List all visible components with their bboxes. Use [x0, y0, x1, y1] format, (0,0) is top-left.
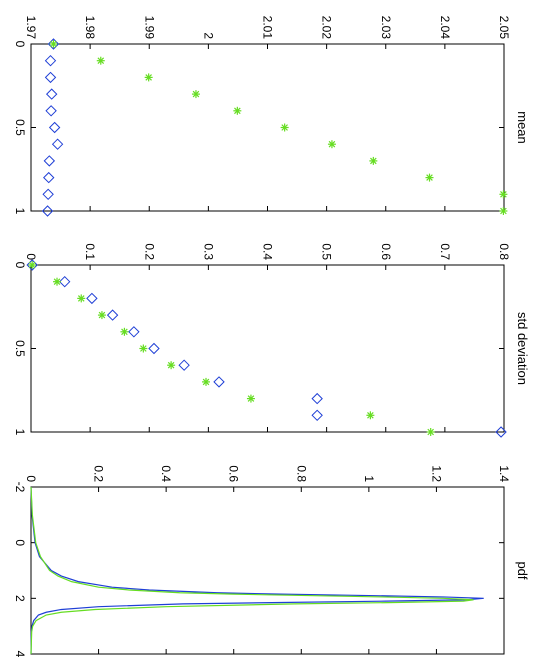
chart-2-series-2-point: [366, 411, 375, 420]
chart-2-y-tick-label: 0.3: [201, 243, 215, 260]
chart-2-series-2-point: [97, 311, 106, 320]
chart-2-x-tick-label: 0.5: [13, 340, 27, 357]
chart-1-y-tick-label: 1.97: [24, 16, 38, 40]
chart-2-series-1-point: [311, 392, 323, 405]
chart-2-y-tick-label: 0.6: [379, 243, 393, 260]
chart-2-x-tick-label: 0: [13, 262, 27, 269]
chart-2-series-2-point: [120, 327, 129, 336]
chart-1-series-2-point: [327, 140, 336, 149]
chart-2-series-1-point: [58, 275, 71, 288]
chart-2-series-2-point: [28, 261, 37, 269]
chart-1-series-2-point: [96, 56, 105, 65]
chart-2-series-1-point: [495, 426, 507, 438]
chart-1-series-1-point: [48, 121, 61, 134]
chart-1-series-2-point: [49, 40, 58, 48]
chart-3-x-tick-label: 2: [13, 595, 27, 602]
chart-3-axes-box: [30, 486, 505, 655]
chart-1-series-2-point: [144, 73, 153, 82]
chart-2-series-1-point: [106, 309, 119, 321]
chart-2-title: std deviation: [515, 312, 530, 385]
chart-1-series-2-point: [499, 207, 508, 215]
chart-2-y-tick-label: 0.1: [83, 243, 97, 260]
chart-1-y-tick-label: 1.98: [83, 16, 97, 40]
chart-1-series-1-point: [44, 54, 57, 67]
chart-1-series-1-point: [45, 88, 58, 100]
chart-3-series-1-line: [30, 486, 484, 655]
chart-2-series-1-point: [311, 409, 323, 422]
chart-2-series-2-point: [139, 344, 148, 353]
chart-1-y-tick-label: 2.03: [379, 16, 393, 40]
chart-1-series-1-point: [41, 205, 54, 217]
chart-2-series-1-point: [26, 259, 38, 271]
chart-3-y-tick-label: 0.8: [294, 465, 308, 482]
chart-1-series-2-point: [499, 190, 508, 199]
chart-2-y-tick-label: 0.5: [320, 243, 334, 260]
chart-1-series-1-point: [43, 155, 56, 167]
chart-1-y-tick-label: 2.02: [320, 16, 334, 40]
chart-2-series-2-point: [202, 377, 211, 386]
chart-1-axes-box: [30, 43, 505, 212]
chart-1-y-tick-label: 2.01: [261, 16, 275, 40]
chart-1-series-2-point: [191, 90, 200, 99]
chart-2-y-tick-label: 0.7: [438, 243, 452, 260]
chart-1-y-tick-label: 2: [201, 32, 215, 39]
chart-1-y-tick-label: 2.05: [497, 16, 511, 40]
chart-2-series-1-point: [148, 342, 160, 355]
chart-3-y-tick-label: 0: [24, 475, 38, 482]
chart-1-series-2-point: [369, 156, 378, 165]
chart-1-series-2-point: [280, 123, 289, 132]
chart-2-y-tick-label: 0.2: [142, 243, 156, 260]
chart-3-x-tick-label: 4: [13, 651, 27, 658]
chart-1-series-2-point: [233, 106, 242, 115]
chart-2-series-1-point: [86, 292, 98, 305]
chart-3-x-tick-label: -2: [13, 482, 27, 493]
chart-2-series-1-point: [178, 359, 190, 371]
chart-3-y-tick-label: 1: [362, 475, 376, 482]
chart-3-y-tick-label: 0.2: [92, 465, 106, 482]
chart-2-series-2-point: [53, 277, 62, 286]
chart-3-y-tick-label: 1.4: [497, 465, 511, 482]
chart-1-x-tick-label: 1: [13, 208, 27, 215]
chart-1-title: mean: [515, 111, 530, 144]
chart-3-y-tick-label: 1.2: [429, 465, 443, 482]
chart-1-series-1-point: [44, 71, 57, 84]
chart-2-series-2-point: [426, 428, 435, 436]
chart-3-title: pdf: [515, 561, 530, 579]
chart-2-x-tick-label: 1: [13, 429, 27, 436]
chart-2-series-2-point: [246, 394, 255, 403]
chart-2-y-tick-label: 0: [24, 253, 38, 260]
chart-1-series-1-point: [47, 38, 60, 50]
chart-2-y-tick-label: 0.8: [497, 243, 511, 260]
chart-1-y-tick-label: 2.04: [438, 16, 452, 40]
chart-1-x-tick-label: 0: [13, 41, 27, 48]
chart-1-series-1-point: [43, 171, 55, 184]
chart-3-y-tick-label: 0.6: [227, 465, 241, 482]
chart-3-y-tick-label: 0.4: [159, 465, 173, 482]
chart-2-axes-box: [30, 264, 505, 433]
chart-2-series-1-point: [128, 326, 140, 338]
chart-1-y-tick-label: 1.99: [142, 16, 156, 40]
chart-2-series-1-point: [213, 376, 225, 388]
chart-2-series-2-point: [167, 361, 176, 370]
chart-3-x-tick-label: 0: [13, 539, 27, 546]
chart-2-y-tick-label: 0.4: [261, 243, 275, 260]
chart-2-series-2-point: [77, 294, 86, 303]
chart-1-series-1-point: [42, 188, 54, 201]
chart-1-series-1-point: [51, 138, 64, 150]
chart-1-series-2-point: [425, 173, 434, 182]
chart-3-series-2-line: [30, 486, 474, 655]
chart-1-series-1-point: [45, 105, 57, 117]
chart-1-x-tick-label: 0.5: [13, 119, 27, 136]
